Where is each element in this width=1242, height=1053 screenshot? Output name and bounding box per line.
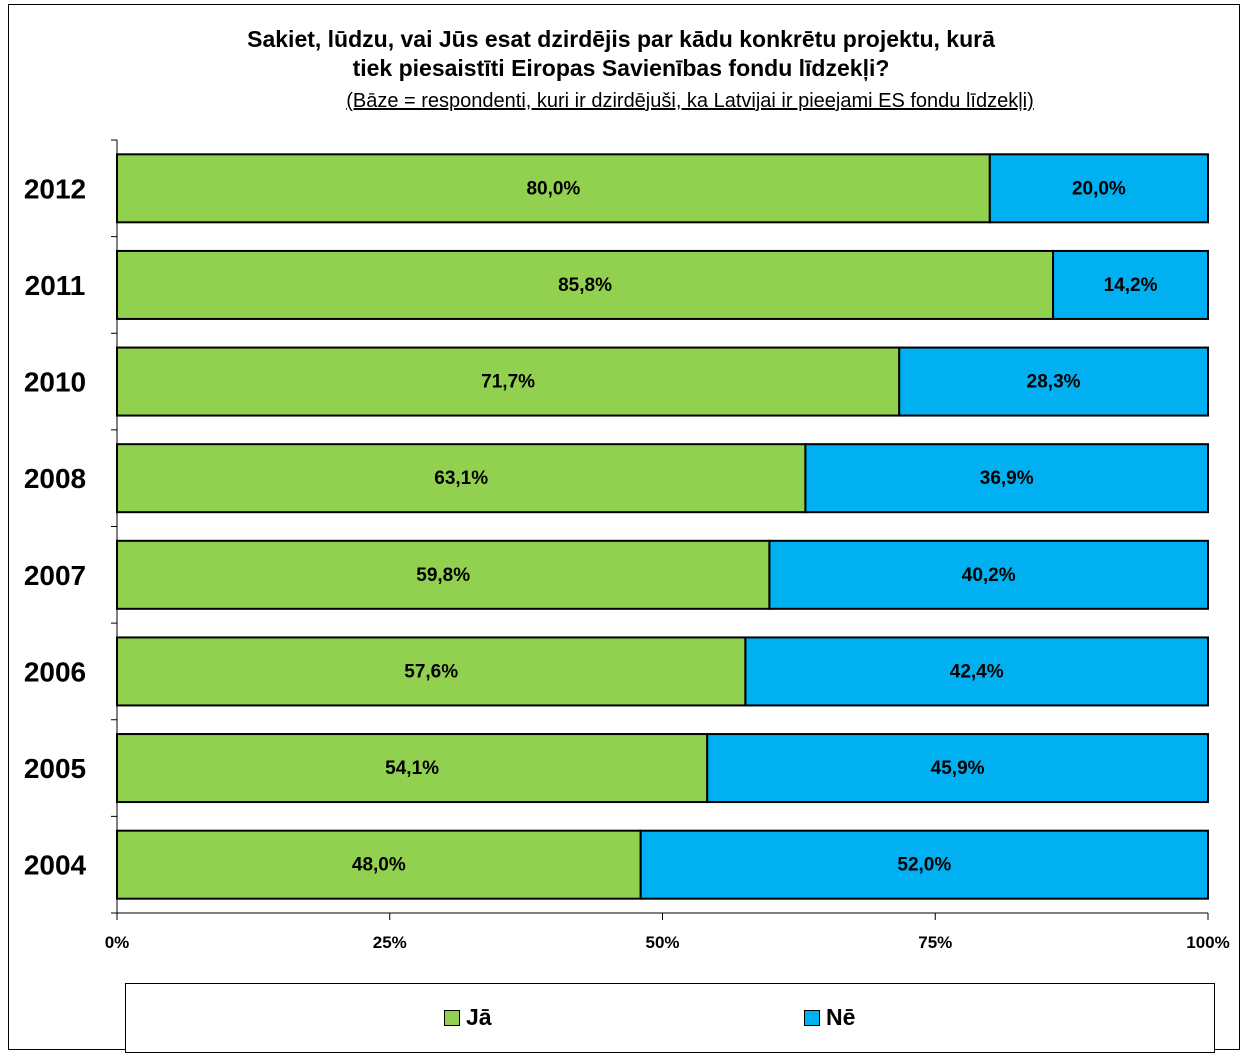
bar-segment-ne bbox=[639, 829, 1209, 900]
data-label: 40,2% bbox=[962, 565, 1016, 586]
stacked-bar-chart: 0% 25% 50% 75% 100% 80,0% 20,0% 2012 85,8% 14,2% 2… bbox=[24, 139, 1230, 952]
bar-segment-ja bbox=[116, 153, 991, 224]
data-label: 45,9% bbox=[931, 758, 985, 779]
x-tick-label: 0% bbox=[105, 933, 130, 952]
category-label: 2006 bbox=[24, 656, 86, 687]
legend: Jā Nē bbox=[125, 983, 1215, 1053]
category-label: 2005 bbox=[24, 753, 86, 784]
data-label: 36,9% bbox=[980, 468, 1034, 489]
data-label: 57,6% bbox=[404, 661, 458, 682]
chart-subtitle: (Bāze = respondenti, kuri ir dzirdējuši,… bbox=[346, 90, 1034, 112]
legend-item-ne: Nē bbox=[804, 1004, 855, 1031]
data-label: 28,3% bbox=[1027, 372, 1081, 393]
category-label: 2007 bbox=[24, 560, 86, 591]
bar-segment-ja bbox=[116, 346, 901, 417]
chart-title-line-1: Sakiet, lūdzu, vai Jūs esat dzirdējis pa… bbox=[247, 26, 995, 52]
legend-label-ne: Nē bbox=[826, 1004, 856, 1030]
data-label: 42,4% bbox=[950, 661, 1004, 682]
data-label: 71,7% bbox=[481, 372, 535, 393]
legend-swatch-ne bbox=[804, 1009, 820, 1026]
bar-segment-ne bbox=[988, 153, 1209, 224]
data-label: 52,0% bbox=[897, 855, 951, 876]
bar-segment-ja bbox=[116, 636, 747, 707]
bar-segment-ja bbox=[116, 443, 807, 514]
bar-segment-ja bbox=[116, 829, 642, 900]
legend-swatch-ja bbox=[444, 1009, 460, 1026]
data-label: 80,0% bbox=[526, 178, 580, 199]
x-tick-label: 75% bbox=[918, 933, 952, 952]
bar-segment-ne bbox=[804, 443, 1210, 514]
bar-segment-ne bbox=[706, 733, 1210, 804]
legend-item-ja: Jā bbox=[444, 1004, 492, 1031]
x-tick-label: 100% bbox=[1186, 933, 1229, 952]
data-label: 59,8% bbox=[416, 565, 470, 586]
data-label: 48,0% bbox=[352, 855, 406, 876]
data-label: 14,2% bbox=[1104, 275, 1158, 296]
x-tick-label: 25% bbox=[373, 933, 407, 952]
category-label: 2012 bbox=[24, 173, 86, 204]
bar-segment-ne bbox=[898, 346, 1209, 417]
data-label: 63,1% bbox=[434, 468, 488, 489]
bar-segment-ne bbox=[768, 539, 1210, 610]
bar-segment-ne bbox=[1052, 249, 1209, 320]
data-label: 85,8% bbox=[558, 275, 612, 296]
category-label: 2008 bbox=[24, 463, 86, 494]
legend-label-ja: Jā bbox=[466, 1004, 492, 1030]
data-label: 54,1% bbox=[385, 758, 439, 779]
category-label: 2011 bbox=[25, 270, 86, 301]
x-tick-label: 50% bbox=[645, 933, 679, 952]
category-label: 2010 bbox=[24, 367, 86, 398]
data-label: 20,0% bbox=[1072, 178, 1126, 199]
category-label: 2004 bbox=[24, 850, 87, 881]
bar-segment-ne bbox=[744, 636, 1210, 707]
bar-segment-ja bbox=[116, 249, 1055, 320]
bar-segment-ja bbox=[116, 539, 771, 610]
chart-title-line-2: tiek piesaistīti Eiropas Savienības fond… bbox=[352, 55, 890, 81]
